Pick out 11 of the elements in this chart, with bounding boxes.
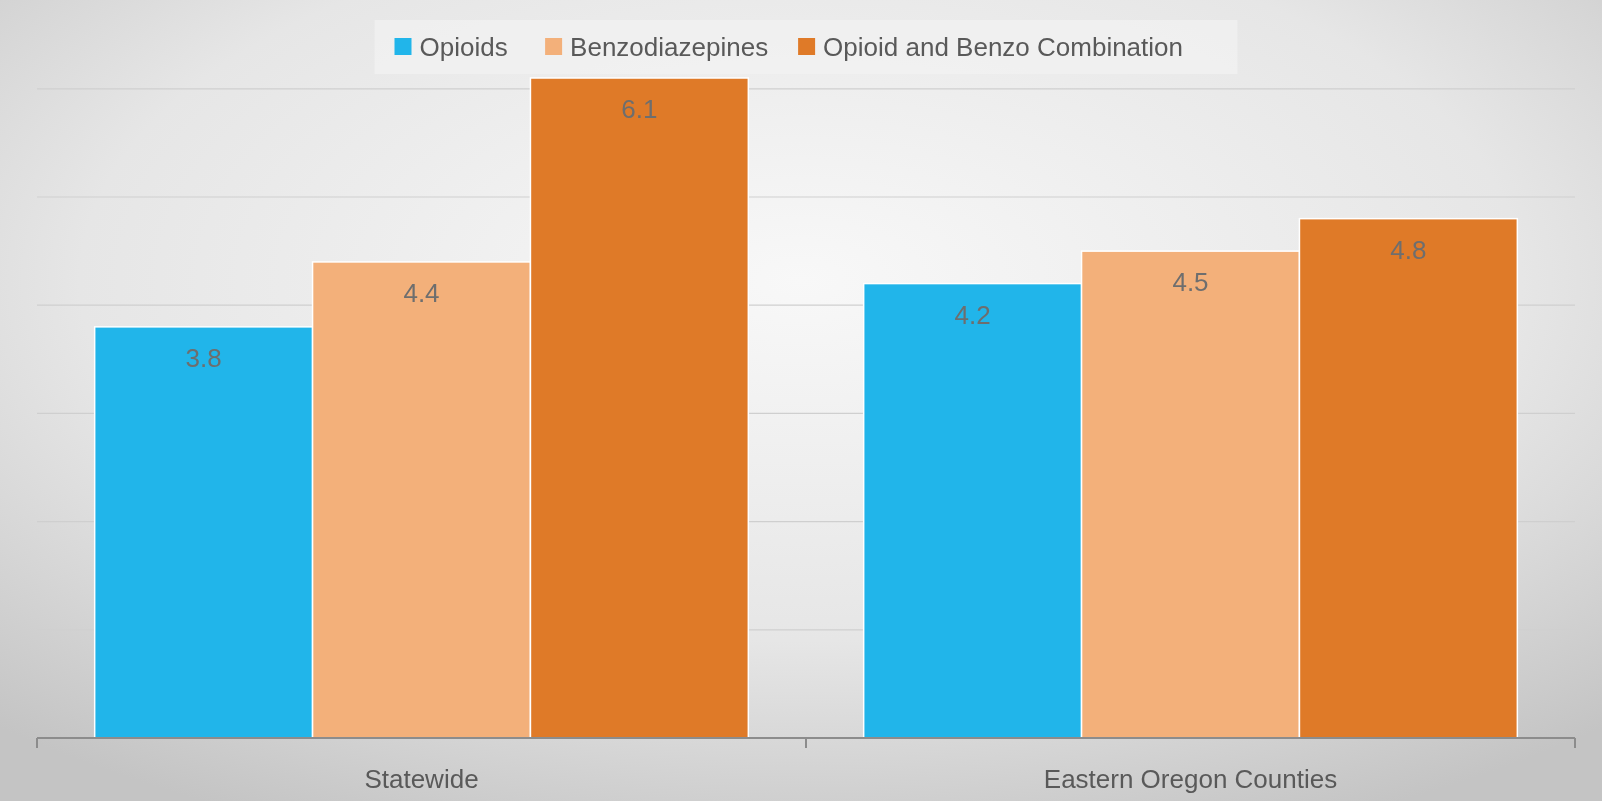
- legend-label: Benzodiazepines: [570, 32, 769, 62]
- data-label: 4.4: [403, 277, 440, 308]
- text: Opioid and Benzo Combination: [823, 32, 1184, 62]
- legend-label: Opioids: [419, 32, 508, 62]
- x-tick-label: Statewide: [364, 764, 479, 794]
- data-label: 4.8: [1390, 234, 1427, 265]
- data-label: 6.1: [621, 94, 658, 124]
- data-label: 4.5: [1172, 267, 1209, 298]
- data-label: 3.8: [185, 342, 222, 373]
- x-tick-label: Eastern Oregon Counties: [1043, 764, 1338, 794]
- data-label: 4.2: [954, 299, 991, 330]
